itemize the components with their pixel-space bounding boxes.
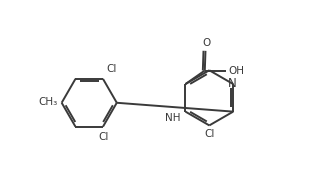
Text: Cl: Cl <box>99 132 109 142</box>
Text: Cl: Cl <box>204 129 214 139</box>
Text: CH₃: CH₃ <box>39 97 58 107</box>
Text: NH: NH <box>165 113 181 123</box>
Text: N: N <box>228 77 237 90</box>
Text: Cl: Cl <box>106 64 116 74</box>
Text: OH: OH <box>228 65 244 76</box>
Text: O: O <box>202 38 210 48</box>
